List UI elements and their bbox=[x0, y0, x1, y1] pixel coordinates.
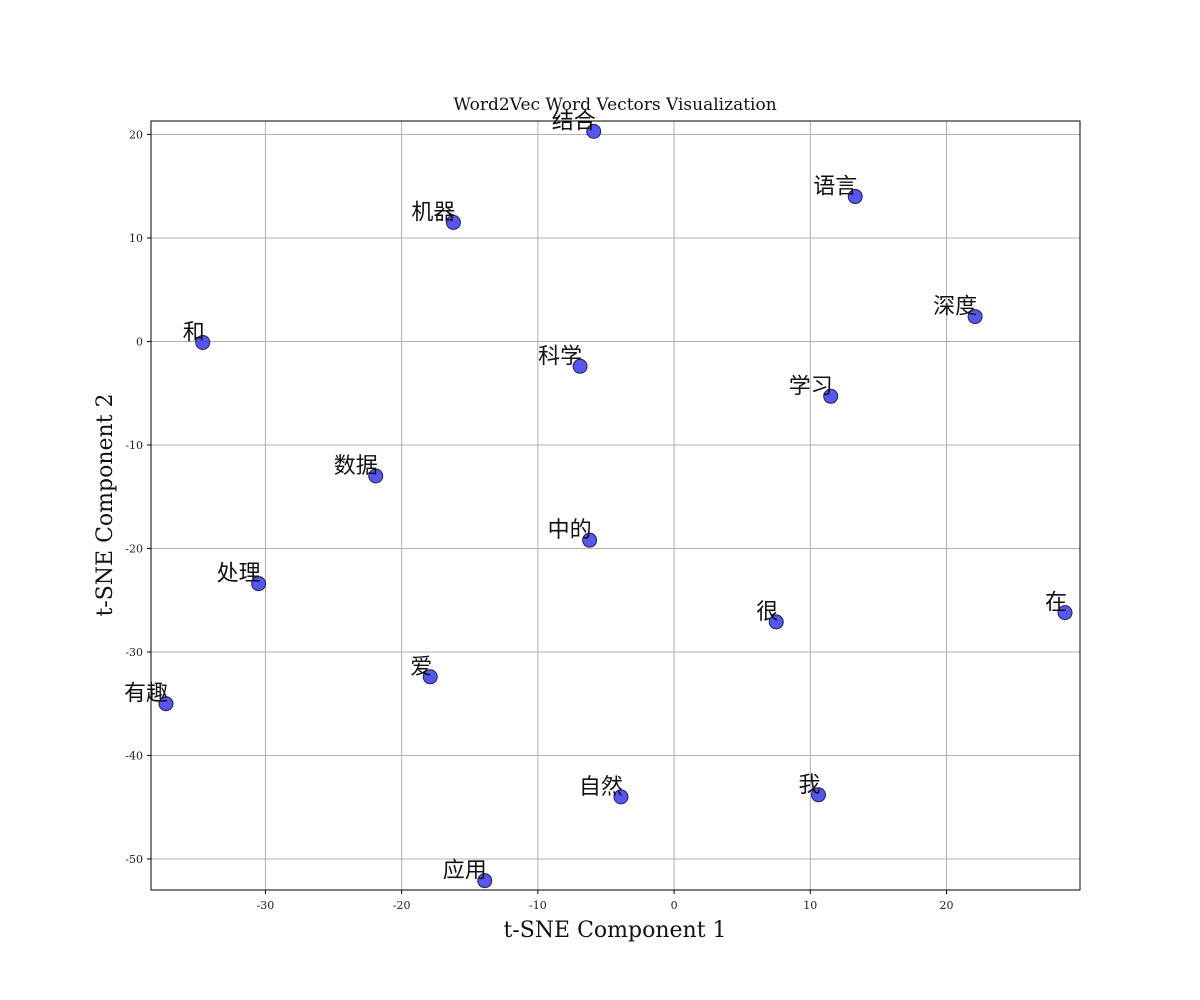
data-point bbox=[422, 669, 438, 685]
data-point bbox=[586, 123, 602, 139]
y-tick-label: 20 bbox=[129, 128, 143, 141]
point-label: 科学 bbox=[538, 344, 582, 369]
data-point bbox=[477, 873, 493, 889]
x-axis-label: t-SNE Component 1 bbox=[503, 918, 726, 943]
point-label: 数据 bbox=[334, 454, 378, 479]
data-point bbox=[572, 358, 588, 374]
point-label: 机器 bbox=[411, 200, 455, 225]
x-tick-label: -20 bbox=[393, 899, 411, 912]
data-point bbox=[613, 789, 629, 805]
y-tick-label: 0 bbox=[136, 335, 143, 348]
x-tick-label: 20 bbox=[940, 899, 954, 912]
data-point bbox=[251, 576, 267, 592]
x-tick-label: 0 bbox=[671, 899, 678, 912]
point-label: 有趣 bbox=[124, 682, 168, 707]
point-label: 我 bbox=[798, 773, 820, 798]
data-point bbox=[810, 787, 826, 803]
y-tick-label: -30 bbox=[125, 646, 143, 659]
point-label: 很 bbox=[756, 600, 778, 625]
x-tick-label: -30 bbox=[257, 899, 275, 912]
data-point bbox=[1057, 605, 1073, 621]
point-label: 自然 bbox=[579, 775, 623, 800]
y-tick-label: -20 bbox=[125, 542, 143, 555]
point-label: 和 bbox=[183, 320, 205, 345]
chart-title: Word2Vec Word Vectors Visualization bbox=[453, 95, 776, 115]
y-tick-label: -50 bbox=[125, 853, 143, 866]
data-point bbox=[768, 614, 784, 630]
point-label: 爱 bbox=[410, 655, 432, 680]
data-point bbox=[158, 696, 174, 712]
axis-ticks: -30 -20 -10 0 10 20 -50 -40 -30 -20 -10 0 10 20 bbox=[125, 128, 953, 912]
data-point bbox=[967, 309, 983, 325]
y-tick-label: -40 bbox=[125, 749, 143, 762]
point-label: 处理 bbox=[217, 562, 261, 587]
point-label: 结合 bbox=[552, 109, 596, 134]
point-label: 在 bbox=[1045, 591, 1067, 616]
data-point bbox=[368, 468, 384, 484]
grid-lines bbox=[151, 121, 1080, 890]
point-label: 中的 bbox=[548, 518, 592, 543]
point-label: 应用 bbox=[443, 859, 487, 884]
y-tick-label: 10 bbox=[129, 232, 143, 245]
y-axis-label: t-SNE Component 2 bbox=[93, 393, 118, 616]
y-tick-label: -10 bbox=[125, 439, 143, 452]
x-tick-label: -10 bbox=[529, 899, 547, 912]
data-point bbox=[847, 189, 863, 205]
data-point bbox=[195, 334, 211, 350]
point-label: 深度 bbox=[933, 295, 977, 320]
point-label: 学习 bbox=[789, 374, 833, 399]
data-point bbox=[823, 388, 839, 404]
point-label: 语言 bbox=[813, 175, 857, 200]
plot-frame bbox=[150, 120, 1081, 891]
x-tick-label: 10 bbox=[803, 899, 817, 912]
data-point bbox=[445, 214, 461, 230]
data-point bbox=[582, 532, 598, 548]
